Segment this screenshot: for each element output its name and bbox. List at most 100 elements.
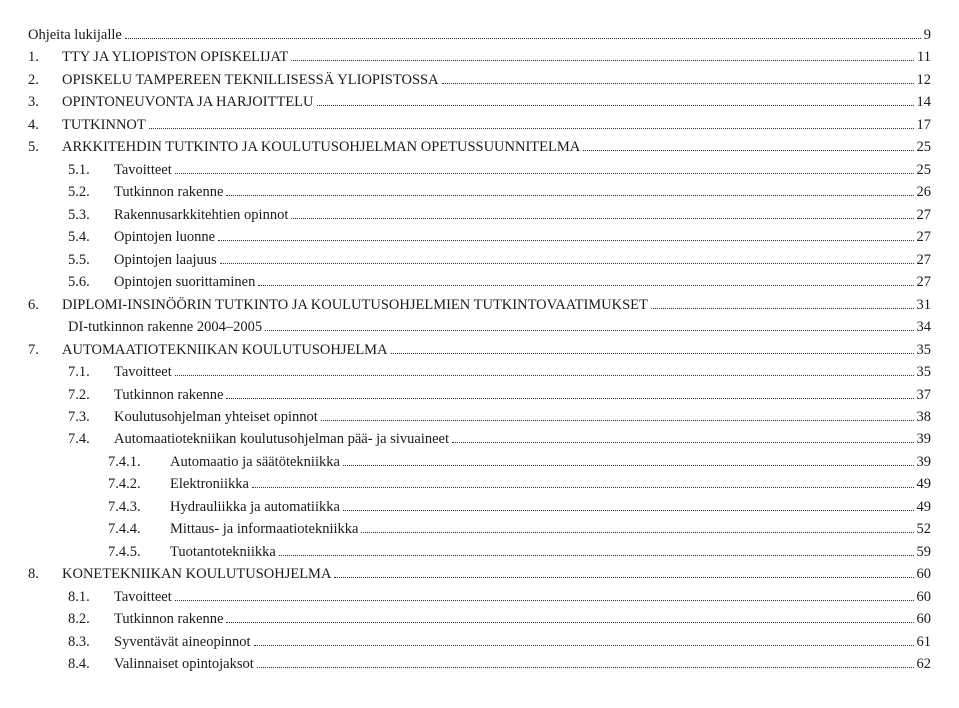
- toc-entry-label: 8.1.Tavoitteet: [68, 586, 172, 608]
- toc-entry-title: Tutkinnon rakenne: [114, 387, 223, 403]
- toc-leader-dots: [343, 465, 914, 466]
- toc-entry: 7.4.4.Mittaus- ja informaatiotekniikka 52: [28, 518, 931, 540]
- toc-entry: 5.1.Tavoitteet25: [28, 159, 931, 181]
- toc-entry-number: 5.5.: [68, 249, 114, 271]
- toc-entry-number: 8.2.: [68, 608, 114, 630]
- toc-entry: 4.TUTKINNOT 17: [28, 114, 931, 136]
- toc-entry: 1.TTY JA YLIOPISTON OPISKELIJAT 11: [28, 46, 931, 68]
- toc-entry: 7.4.3.Hydrauliikka ja automatiikka49: [28, 496, 931, 518]
- toc-entry-label: 5.3.Rakennusarkkitehtien opinnot: [68, 204, 288, 226]
- toc-entry-label: 2.OPISKELU TAMPEREEN TEKNILLISESSÄ YLIOP…: [28, 69, 439, 91]
- toc-entry-label: 6.DIPLOMI-INSINÖÖRIN TUTKINTO JA KOULUTU…: [28, 294, 648, 316]
- toc-entry-label: 4.TUTKINNOT: [28, 114, 146, 136]
- toc-leader-dots: [226, 398, 913, 399]
- toc-entry-title: Koulutusohjelman yhteiset opinnot: [114, 409, 318, 425]
- toc-entry-page: 34: [917, 316, 932, 338]
- toc-entry-label: 5.1.Tavoitteet: [68, 159, 172, 181]
- toc-entry: DI-tutkinnon rakenne 2004–2005 34: [28, 316, 931, 338]
- toc-entry-label: 5.6.Opintojen suorittaminen: [68, 271, 255, 293]
- toc-entry-label: 1.TTY JA YLIOPISTON OPISKELIJAT: [28, 46, 288, 68]
- toc-entry-page: 14: [917, 91, 932, 113]
- toc-entry-title: AUTOMAATIOTEKNIIKAN KOULUTUSOHJELMA: [62, 342, 388, 358]
- toc-leader-dots: [334, 577, 913, 578]
- toc-entry-title: DI-tutkinnon rakenne 2004–2005: [68, 319, 262, 335]
- toc-entry-title: Opintojen luonne: [114, 229, 215, 245]
- toc-entry: 7.4.2.Elektroniikka49: [28, 473, 931, 495]
- toc-entry-number: 5.6.: [68, 271, 114, 293]
- toc-entry-label: 8.4.Valinnaiset opintojaksot: [68, 653, 254, 675]
- toc-entry-title: OPINTONEUVONTA JA HARJOITTELU: [62, 94, 314, 110]
- toc-entry-title: Valinnaiset opintojaksot: [114, 656, 254, 672]
- toc-entry-number: 4.: [28, 114, 62, 136]
- toc-entry-number: 2.: [28, 69, 62, 91]
- toc-entry-page: 62: [917, 653, 932, 675]
- toc-entry: 5.3.Rakennusarkkitehtien opinnot 27: [28, 204, 931, 226]
- toc-entry-page: 60: [917, 563, 932, 585]
- toc-entry: 7.2.Tutkinnon rakenne37: [28, 384, 931, 406]
- toc-leader-dots: [452, 442, 913, 443]
- toc-entry-number: 5.2.: [68, 181, 114, 203]
- toc-entry-page: 11: [917, 46, 931, 68]
- toc-entry-title: Opintojen laajuus: [114, 252, 217, 268]
- toc-entry-number: 7.4.4.: [108, 518, 170, 540]
- toc-entry-page: 35: [917, 361, 932, 383]
- toc-entry-number: 5.4.: [68, 226, 114, 248]
- toc-entry-title: Hydrauliikka ja automatiikka: [170, 499, 340, 515]
- toc-leader-dots: [226, 622, 913, 623]
- toc-leader-dots: [343, 510, 914, 511]
- toc-entry-label: 7.4.4.Mittaus- ja informaatiotekniikka: [108, 518, 358, 540]
- toc-entry-number: 7.4.1.: [108, 451, 170, 473]
- toc-entry-label: 7.4.3.Hydrauliikka ja automatiikka: [108, 496, 340, 518]
- toc-entry: 8.1.Tavoitteet 60: [28, 586, 931, 608]
- toc-entry-number: 7.4.3.: [108, 496, 170, 518]
- toc-entry-page: 59: [917, 541, 932, 563]
- toc-entry-title: Opintojen suorittaminen: [114, 274, 255, 290]
- toc-entry-title: Tavoitteet: [114, 162, 172, 178]
- toc-entry-page: 60: [917, 586, 932, 608]
- toc-entry-title: Tavoitteet: [114, 589, 172, 605]
- toc-leader-dots: [149, 128, 914, 129]
- toc-entry-page: 52: [917, 518, 932, 540]
- toc-entry-page: 49: [917, 473, 932, 495]
- toc-entry-number: 7.4.5.: [108, 541, 170, 563]
- toc-entry: 5.2.Tutkinnon rakenne26: [28, 181, 931, 203]
- toc-entry: 7.4.1.Automaatio ja säätötekniikka 39: [28, 451, 931, 473]
- toc-entry: 7.4.5.Tuotantotekniikka 59: [28, 541, 931, 563]
- toc-entry-page: 27: [917, 204, 932, 226]
- toc-leader-dots: [265, 330, 913, 331]
- toc-entry-number: 8.4.: [68, 653, 114, 675]
- toc-entry: 5.ARKKITEHDIN TUTKINTO JA KOULUTUSOHJELM…: [28, 136, 931, 158]
- toc-entry-number: 7.: [28, 339, 62, 361]
- toc-leader-dots: [291, 218, 913, 219]
- toc-entry-label: 3.OPINTONEUVONTA JA HARJOITTELU: [28, 91, 314, 113]
- toc-entry-number: 7.1.: [68, 361, 114, 383]
- toc-entry-label: 7.3.Koulutusohjelman yhteiset opinnot: [68, 406, 318, 428]
- toc-entry-page: 25: [917, 136, 932, 158]
- toc-entry-number: 6.: [28, 294, 62, 316]
- toc-entry-page: 9: [924, 24, 931, 46]
- toc-entry-number: 8.3.: [68, 631, 114, 653]
- toc-entry-label: 8.KONETEKNIIKAN KOULUTUSOHJELMA: [28, 563, 331, 585]
- toc-entry-label: 7.4.1.Automaatio ja säätötekniikka: [108, 451, 340, 473]
- toc-entry-title: TTY JA YLIOPISTON OPISKELIJAT: [62, 49, 288, 65]
- toc-leader-dots: [321, 420, 914, 421]
- toc-entry-title: OPISKELU TAMPEREEN TEKNILLISESSÄ YLIOPIS…: [62, 72, 439, 88]
- toc-entry: 8.2.Tutkinnon rakenne60: [28, 608, 931, 630]
- toc-entry-label: 7.AUTOMAATIOTEKNIIKAN KOULUTUSOHJELMA: [28, 339, 388, 361]
- toc-leader-dots: [220, 263, 914, 264]
- toc-entry-label: 7.4.5.Tuotantotekniikka: [108, 541, 276, 563]
- toc-entry: 5.4.Opintojen luonne27: [28, 226, 931, 248]
- toc-entry-title: Rakennusarkkitehtien opinnot: [114, 207, 288, 223]
- toc-entry-page: 60: [917, 608, 932, 630]
- toc-entry-page: 17: [917, 114, 932, 136]
- toc-entry-label: Ohjeita lukijalle: [28, 24, 122, 46]
- toc-entry-page: 39: [917, 451, 932, 473]
- toc-leader-dots: [361, 532, 913, 533]
- toc-entry: 8.KONETEKNIIKAN KOULUTUSOHJELMA 60: [28, 563, 931, 585]
- toc-entry-title: Tuotantotekniikka: [170, 544, 276, 560]
- toc-leader-dots: [279, 555, 914, 556]
- toc-entry-page: 39: [917, 428, 932, 450]
- toc-entry: 8.3.Syventävät aineopinnot61: [28, 631, 931, 653]
- toc-leader-dots: [175, 173, 914, 174]
- toc-entry-number: 7.4.2.: [108, 473, 170, 495]
